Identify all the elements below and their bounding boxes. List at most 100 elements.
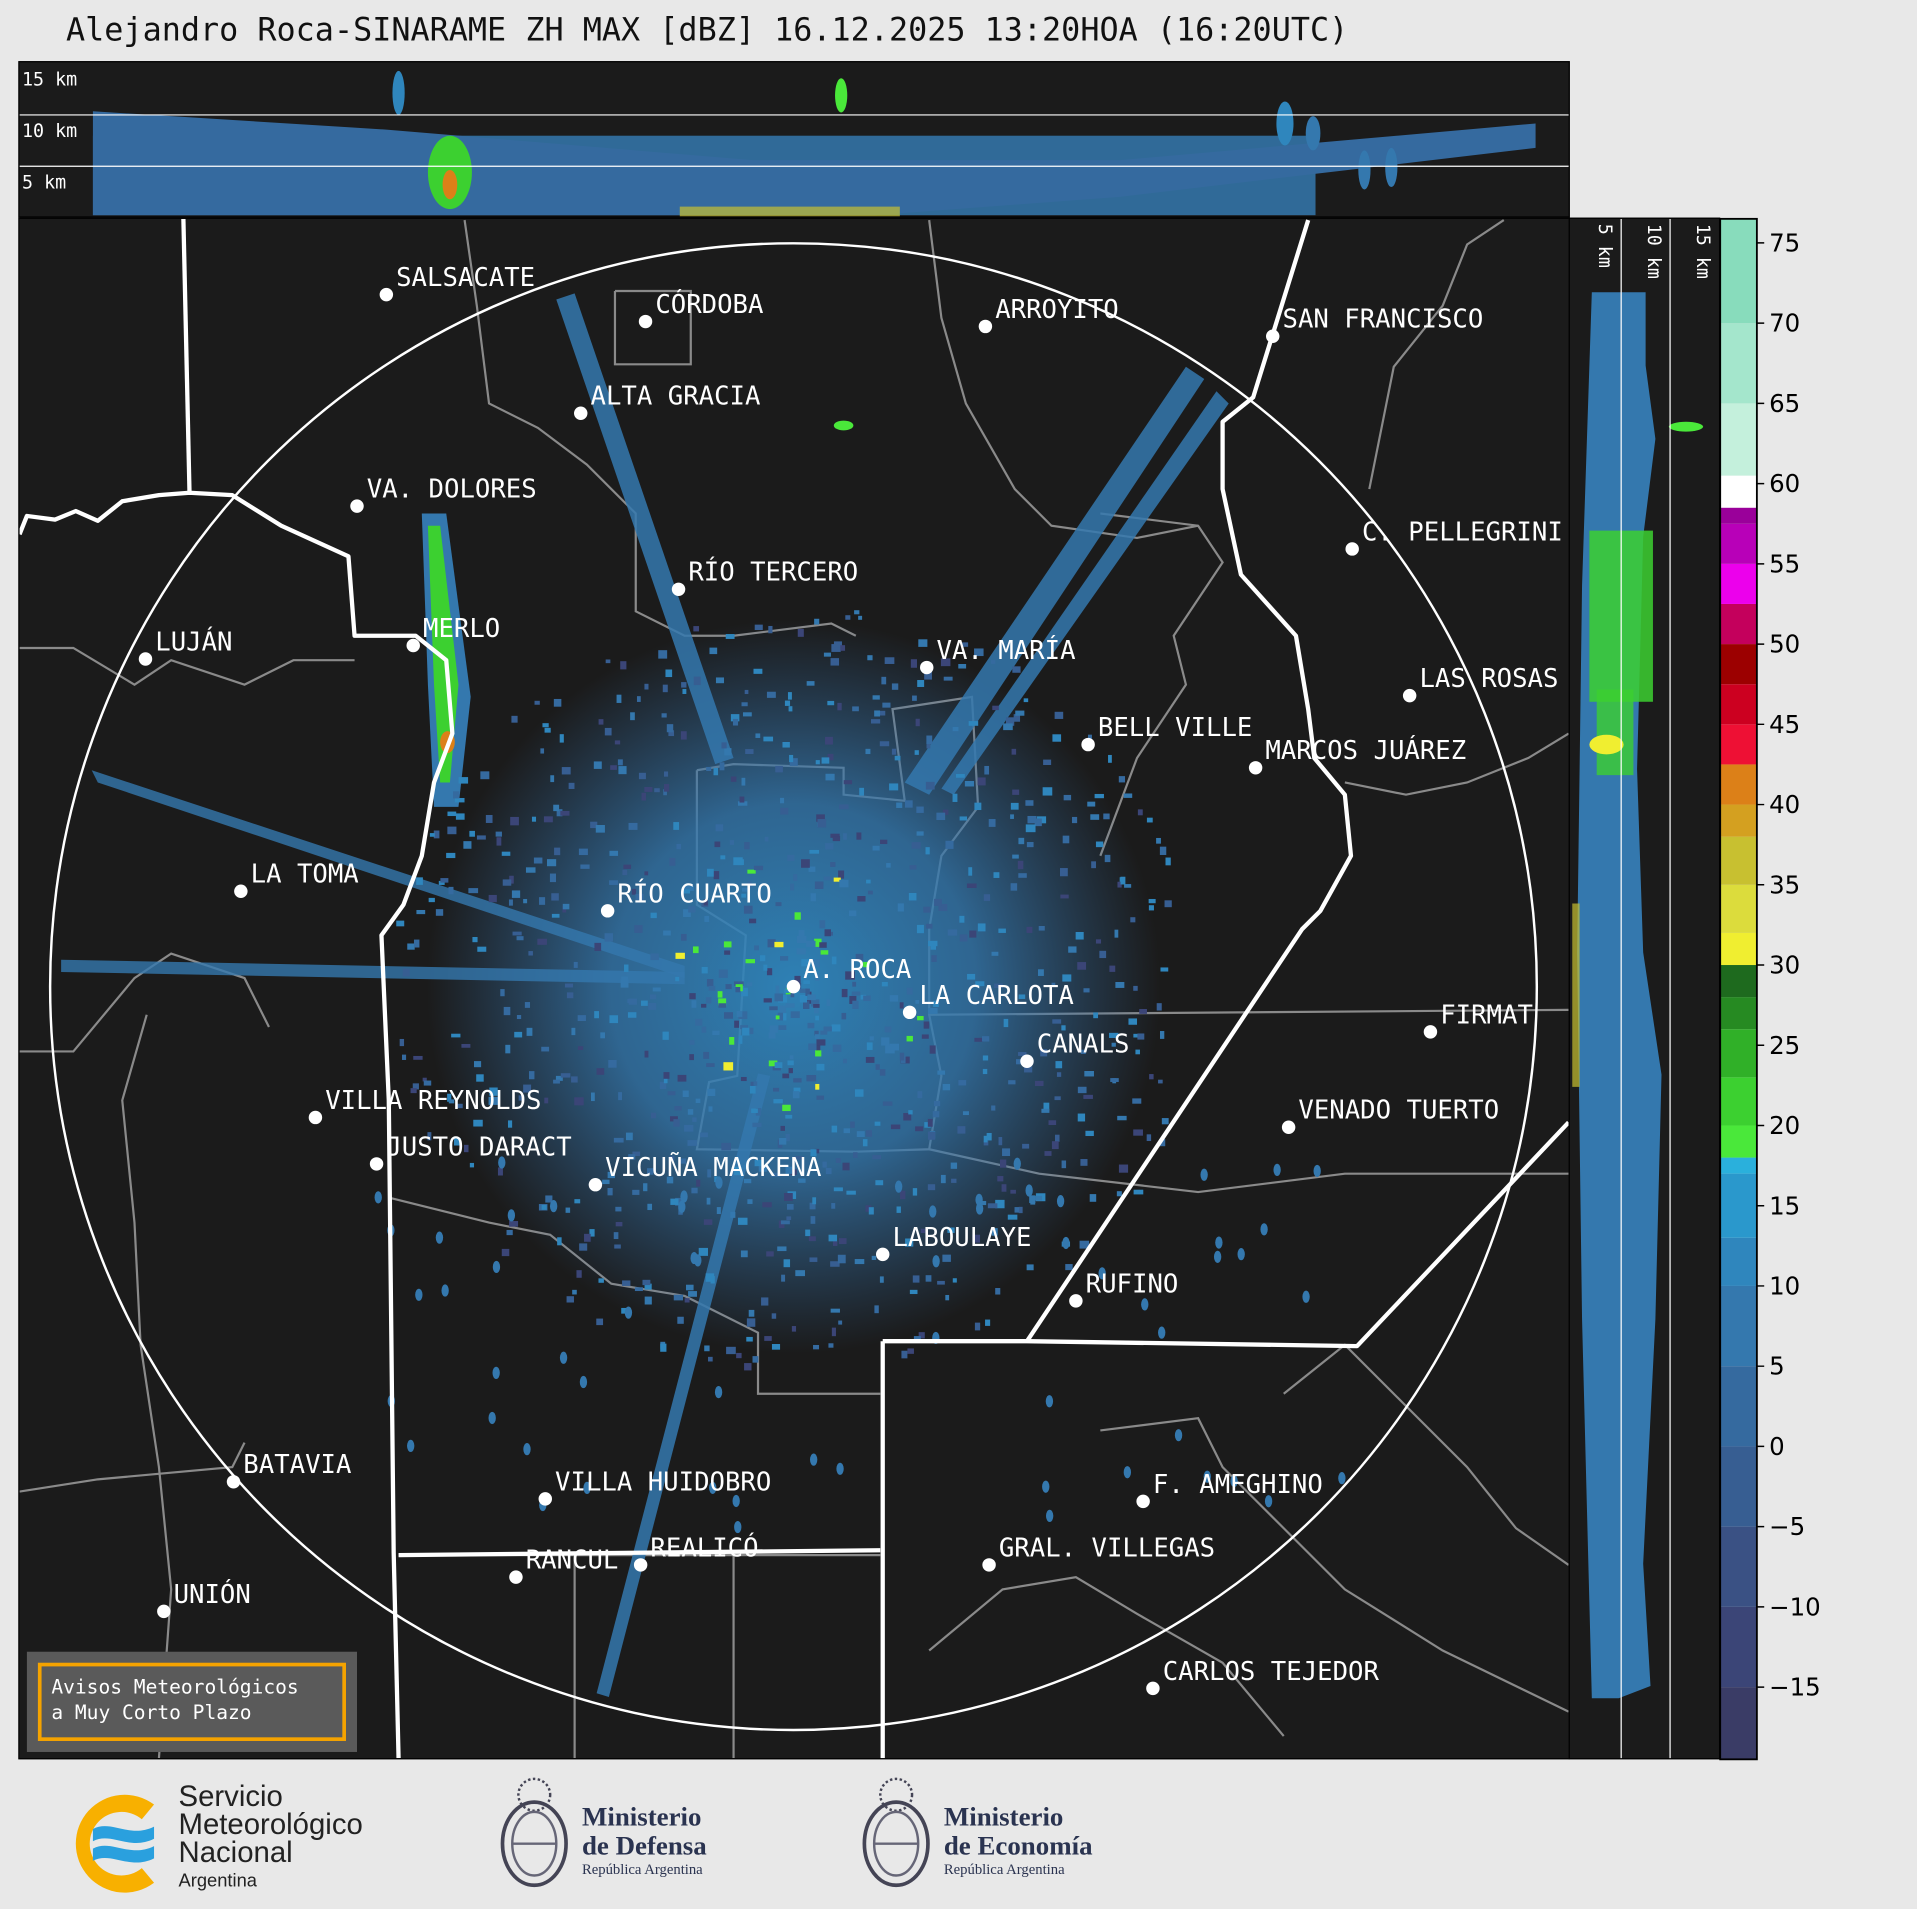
echo-pixel	[805, 1229, 811, 1237]
echo-pixel	[923, 1021, 930, 1029]
echo-pixel	[816, 1039, 826, 1046]
echo-pixel	[1071, 816, 1078, 824]
echo-pixel	[801, 959, 811, 967]
echo-pixel	[451, 1033, 461, 1038]
city-label: MERLO	[423, 614, 500, 644]
echo-pixel	[915, 999, 920, 1004]
smn-emblem-icon	[75, 1794, 155, 1893]
echo-pixel	[806, 940, 816, 947]
echo-pixel	[410, 1088, 417, 1094]
echo-pixel	[975, 981, 985, 987]
echo-pixel	[835, 1158, 841, 1163]
echo-pixel	[546, 859, 557, 867]
colorbar-tick-label: 75	[1769, 228, 1800, 257]
echo-pixel	[583, 1481, 591, 1495]
echo-pixel	[744, 1363, 752, 1371]
echo-pixel	[1018, 994, 1026, 999]
echo-pixel	[594, 942, 602, 951]
echo-pixel	[634, 1287, 643, 1292]
warning-box[interactable]: Avisos Meteorológicos a Muy Corto Plazo	[26, 1651, 357, 1752]
echo-pixel	[815, 1015, 820, 1021]
city-label: LA CARLOTA	[919, 981, 1073, 1011]
city-dot	[786, 979, 801, 994]
echo-pixel	[591, 1092, 595, 1102]
echo-pixel	[747, 1199, 753, 1204]
echo-pixel	[825, 843, 834, 850]
echo-pixel	[838, 870, 845, 879]
echo-pixel	[820, 1030, 828, 1035]
echo-pixel	[666, 1176, 674, 1184]
echo-pixel	[673, 1294, 684, 1301]
echo-pixel	[544, 1097, 549, 1104]
echo-pixel	[894, 755, 901, 761]
echo-pixel	[836, 1462, 844, 1475]
echo-pixel	[744, 842, 750, 850]
city-marker: VENADO TUERTO	[1281, 1096, 1499, 1134]
echo-pixel	[447, 811, 457, 817]
echo-pixel	[753, 865, 764, 871]
echo-pixel	[815, 1044, 821, 1054]
colorbar-segment	[1720, 1526, 1757, 1607]
echo-pixel	[1117, 881, 1122, 888]
echo-pixel	[541, 1204, 547, 1210]
echo-pixel	[617, 759, 623, 766]
echo-pixel	[1043, 1102, 1050, 1111]
echo-pixel	[1015, 710, 1025, 716]
echo-pixel	[752, 1122, 762, 1128]
echo-pixel	[983, 1140, 989, 1146]
echo-pixel	[703, 899, 708, 906]
echo-pixel	[604, 727, 612, 736]
echo-pixel	[550, 775, 555, 783]
echo-pixel	[790, 1169, 797, 1175]
echo-pixel	[724, 748, 732, 756]
echo-pixel	[402, 968, 410, 977]
echo-pixel	[729, 1037, 735, 1045]
echo-pixel	[815, 1083, 820, 1090]
city-dot	[1402, 688, 1417, 703]
echo-pixel	[786, 1204, 794, 1210]
echo-pixel	[843, 780, 853, 785]
echo-pixel	[828, 1343, 834, 1348]
city-label: LAS ROSAS	[1419, 664, 1558, 694]
echo-pixel	[915, 1126, 924, 1132]
echo-pixel	[568, 782, 575, 789]
echo-pixel	[1062, 974, 1072, 982]
echo-pixel	[593, 761, 602, 769]
echo-pixel	[622, 1280, 631, 1286]
echo-pixel	[833, 1187, 843, 1192]
echo-pixel	[469, 830, 475, 837]
echo-pixel	[881, 676, 887, 685]
echo-pixel	[851, 991, 861, 996]
echo-pixel	[428, 897, 435, 903]
echo-pixel	[614, 1244, 621, 1249]
echo-pixel	[604, 933, 614, 942]
echo-pixel	[1043, 759, 1052, 765]
echo-pixel	[798, 1178, 806, 1183]
echo-pixel	[879, 1276, 884, 1283]
city-marker: SALSACATE	[379, 263, 535, 302]
echo-pixel	[628, 822, 638, 830]
city-marker: ARROYITO	[978, 295, 1119, 334]
echo-pixel	[816, 1095, 825, 1100]
echo-pixel	[972, 1234, 981, 1243]
echo-pixel	[1052, 734, 1062, 742]
echo-pixel	[401, 1054, 407, 1060]
echo-pixel	[1026, 842, 1034, 848]
city-label: CARLOS TEJEDOR	[1163, 1657, 1380, 1687]
echo-pixel	[998, 928, 1006, 933]
colorbar-tick-label: 0	[1769, 1432, 1785, 1461]
echo-cell	[1358, 150, 1371, 190]
echo-pixel	[1010, 814, 1014, 819]
smn-line: Argentina	[178, 1870, 258, 1892]
echo-pixel	[917, 1015, 924, 1021]
colorbar-segment	[1720, 403, 1757, 476]
echo-pixel	[837, 702, 842, 711]
echo-pixel	[1022, 1143, 1030, 1149]
echo-pixel	[945, 1294, 950, 1301]
echo-pixel	[882, 1101, 893, 1106]
echo-pixel	[786, 1216, 792, 1221]
echo-pixel	[669, 857, 676, 866]
echo-pixel	[775, 1015, 780, 1020]
echo-pixel	[705, 1273, 715, 1282]
echo-pixel	[511, 890, 521, 898]
